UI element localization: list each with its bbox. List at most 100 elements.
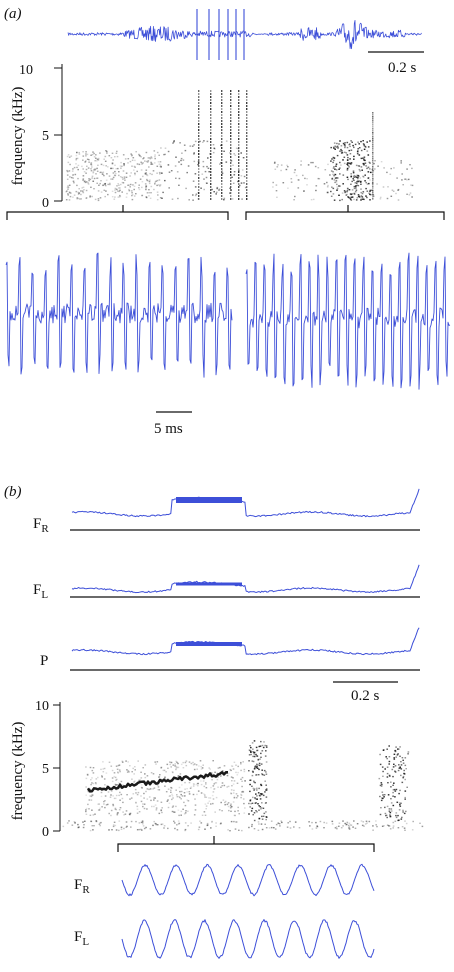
spectrogram-b-cell — [118, 829, 120, 832]
spectrogram-a-cell — [370, 171, 372, 174]
spectrogram-a-cell — [139, 178, 142, 180]
spectrogram-a-cell — [272, 186, 274, 188]
spectrogram-b-cell — [141, 821, 144, 823]
spectrogram-b-cell — [86, 774, 89, 776]
spectrogram-a-column — [372, 126, 374, 128]
spectrogram-a-cell — [203, 140, 205, 142]
spectrogram-a-cell — [93, 156, 96, 158]
spectrogram-a-spike — [246, 135, 248, 137]
spectrogram-b-cell — [401, 781, 404, 784]
spectrogram-b-cell — [399, 767, 402, 769]
spectrogram-a-cell — [98, 157, 100, 160]
spectrogram-b-cell — [85, 810, 87, 813]
spectrogram-a-spike — [246, 195, 248, 197]
spectrogram-a-spike — [238, 186, 240, 188]
spectrogram-a-spike — [246, 99, 248, 101]
spectrogram-b-cell — [126, 769, 128, 771]
spectrogram-b-cell — [280, 820, 282, 822]
spectrogram-b-cell — [185, 764, 188, 767]
spectrogram-a-cell — [358, 180, 360, 182]
spectrogram-a-cell — [194, 173, 197, 175]
spectrogram-b-cell — [350, 824, 353, 826]
spectrogram-a-cell — [94, 169, 96, 171]
spectrogram-a-cell — [93, 177, 96, 180]
spectrogram-b-cell — [243, 812, 246, 814]
spectrogram-a-spike — [221, 168, 223, 170]
spectrogram-a-spike — [230, 147, 232, 149]
spectrogram-a-spike — [210, 174, 212, 176]
spectrogram-a-cell — [213, 191, 215, 193]
spectrogram-b-cell — [236, 795, 239, 797]
spectrogram-a-cell — [353, 158, 355, 160]
spectrogram-b-cell — [127, 761, 129, 763]
spectrogram-b-cell — [171, 787, 173, 789]
spectrogram-b-cell — [108, 829, 110, 831]
spectrogram-b-cell — [177, 766, 180, 769]
spectrogram-b-cell — [393, 753, 396, 755]
spectrogram-a-column — [372, 152, 374, 154]
spectrogram-a-cell — [400, 162, 402, 164]
spectrogram-b-cell — [189, 787, 192, 789]
spectrogram-b-cell — [264, 791, 266, 793]
spectrogram-a-cell — [201, 173, 204, 175]
spectrogram-b-cell — [175, 767, 178, 769]
spectrogram-a-spike — [198, 192, 200, 194]
spectrogram-b-cell — [363, 825, 365, 827]
spectrogram-a-cell — [208, 171, 210, 173]
spectrogram-b-cell — [172, 771, 174, 774]
spectrogram-a-cell — [202, 165, 205, 168]
spectrogram-b-cell — [153, 787, 156, 789]
spectrogram-a-cell — [290, 178, 293, 180]
spectrogram-a-cell — [356, 197, 359, 199]
spectrogram-a-cell — [134, 173, 136, 176]
spectrogram-a-cell — [131, 165, 133, 167]
spectrogram-b-cell — [119, 791, 121, 794]
spectrogram-a-column — [372, 128, 374, 130]
spectrogram-a-spike — [238, 183, 240, 185]
spectrogram-a-cell — [159, 173, 161, 175]
spectrogram-a-cell — [340, 164, 342, 166]
spectrogram-b-cell — [175, 765, 178, 768]
spectrogram-b-cell — [257, 829, 260, 831]
spectrogram-a-cell — [193, 144, 195, 146]
spectrogram-a-cell — [133, 165, 136, 168]
spectrogram-b-cell — [396, 801, 399, 803]
spectrogram-a-cell — [121, 176, 124, 179]
spectrogram-b-cell — [252, 751, 254, 753]
spectrogram-a-cell — [339, 161, 341, 164]
spectrogram-a-cell — [364, 174, 366, 176]
spectrogram-a-spike — [230, 150, 232, 152]
spectrogram-b-cell — [180, 793, 182, 796]
spectrogram-a-spike — [246, 168, 248, 170]
spectrogram-a-cell — [343, 162, 346, 165]
spectrogram-b-cell — [102, 768, 104, 770]
spectrogram-a-cell — [160, 172, 163, 174]
spectrogram-b-cell — [160, 767, 162, 769]
spectrogram-a-cell — [317, 177, 320, 180]
spectrogram-b-cell — [249, 806, 251, 808]
spectrogram-a-cell — [148, 166, 150, 168]
spectrogram-b-cell — [85, 807, 88, 810]
spectrogram-a-cell — [361, 198, 364, 200]
spectrogram-b-cell — [379, 813, 382, 816]
spectrogram-b-cell — [145, 790, 147, 793]
spectrogram-a-cell — [88, 179, 90, 182]
spectrogram-a-cell — [344, 191, 347, 193]
spectrogram-b-cell — [71, 824, 74, 826]
spectrogram-a-cell — [194, 194, 197, 197]
spectrogram-b-cell — [230, 792, 232, 794]
spectrogram-b-cell — [389, 775, 391, 777]
spectrogram-b-cell — [77, 823, 79, 826]
spectrogram-b-cell — [195, 784, 198, 786]
spectrogram-b-cell — [230, 765, 233, 767]
spectrogram-a-cell — [159, 185, 161, 187]
spectrogram-a-cell — [111, 196, 114, 198]
spectrogram-b-cell — [390, 786, 392, 788]
spectrogram-b-cell — [177, 820, 180, 822]
spectrogram-b-cell — [105, 804, 108, 806]
spectrogram-b-cell — [114, 783, 117, 786]
panel-b-zoom-bracket — [117, 836, 375, 852]
spectrogram-b-cell — [224, 804, 226, 806]
spectrogram-a-spike — [230, 114, 232, 116]
spectrogram-b-cell — [192, 785, 195, 787]
